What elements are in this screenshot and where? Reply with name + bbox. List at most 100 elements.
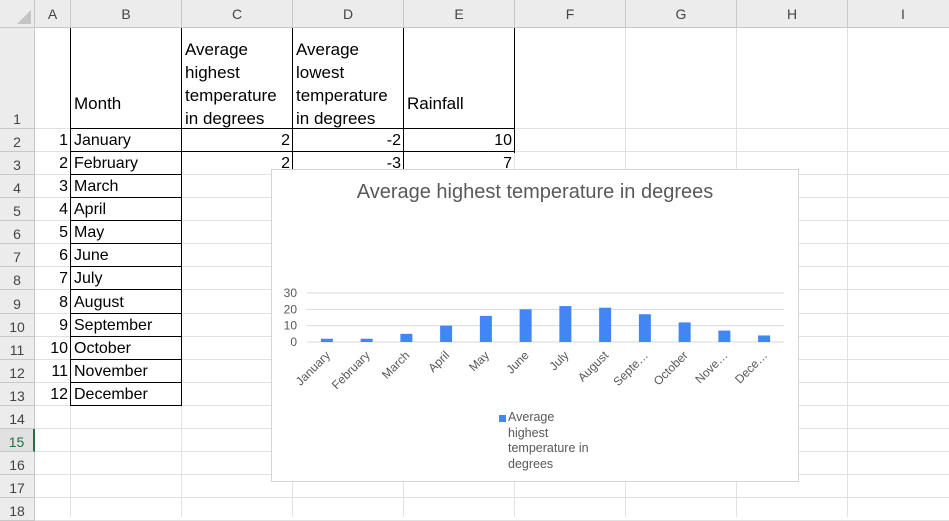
cell-a11[interactable]: 10 — [50, 340, 68, 357]
y-tick-label: 10 — [284, 319, 298, 333]
cell-a7[interactable]: 6 — [59, 247, 68, 264]
row-header-1[interactable]: 1 — [0, 28, 35, 129]
x-tick-label: Dece… — [732, 348, 770, 386]
bar-4 — [440, 325, 453, 342]
cell-b4[interactable]: March — [74, 178, 119, 195]
row-header-16[interactable]: 16 — [0, 452, 35, 475]
column-header-g[interactable]: G — [626, 0, 737, 28]
cell-b2[interactable]: January — [74, 132, 131, 149]
chart-title: Average highest temperature in degrees — [356, 181, 714, 203]
table-border-horizontal — [71, 266, 182, 267]
cell-a2[interactable]: 1 — [59, 132, 68, 149]
row-header-8[interactable]: 8 — [0, 267, 35, 290]
cell-b9[interactable]: August — [74, 294, 124, 311]
row-header-3[interactable]: 3 — [0, 152, 35, 175]
select-all-triangle-icon — [17, 10, 31, 24]
row-header-9[interactable]: 9 — [0, 290, 35, 314]
cell-e3[interactable]: 7 — [503, 155, 512, 172]
cell-a8[interactable]: 7 — [59, 270, 68, 287]
table-border-vertical — [181, 28, 182, 406]
table-border-vertical — [70, 28, 71, 406]
cell-a4[interactable]: 3 — [59, 178, 68, 195]
cell-d2[interactable]: -2 — [386, 132, 401, 149]
cell-b10[interactable]: September — [74, 317, 153, 334]
cell-a6[interactable]: 5 — [59, 224, 68, 241]
x-tick-label: April — [425, 348, 452, 375]
table-border-horizontal — [71, 382, 182, 383]
row-header-15[interactable]: 15 — [0, 429, 35, 452]
cell-d3[interactable]: -3 — [386, 155, 401, 172]
cell-b1-month-header[interactable]: Month — [74, 94, 122, 113]
column-header-e[interactable]: E — [404, 0, 515, 28]
cell-a9[interactable]: 8 — [59, 294, 68, 311]
y-tick-label: 0 — [290, 335, 297, 349]
y-tick-label: 30 — [284, 286, 298, 300]
bar-2 — [360, 338, 373, 342]
x-tick-label: Nove… — [692, 348, 730, 386]
row-header-14[interactable]: 14 — [0, 406, 35, 429]
row-header-7[interactable]: 7 — [0, 244, 35, 267]
row-header-10[interactable]: 10 — [0, 314, 35, 337]
cell-b13[interactable]: December — [74, 386, 148, 403]
grid-row-line — [35, 497, 949, 498]
column-header-a[interactable]: A — [35, 0, 71, 28]
bar-10 — [678, 322, 691, 342]
column-header-d[interactable]: D — [293, 0, 404, 28]
select-all-corner[interactable] — [0, 0, 35, 28]
cell-b7[interactable]: June — [74, 247, 109, 264]
column-header-i[interactable]: I — [848, 0, 949, 28]
bar-11 — [718, 330, 731, 342]
table-border-horizontal — [71, 313, 182, 314]
column-header-f[interactable]: F — [515, 0, 626, 28]
row-header-17[interactable]: 17 — [0, 475, 35, 498]
bar-12 — [758, 335, 771, 342]
row-header-5[interactable]: 5 — [0, 198, 35, 221]
cell-d1-avg-low-header[interactable]: Average lowest temperature in degrees — [296, 40, 388, 128]
cell-e1-rainfall-header[interactable]: Rainfall — [407, 94, 464, 113]
column-header-b[interactable]: B — [71, 0, 182, 28]
row-header-12[interactable]: 12 — [0, 360, 35, 383]
row-header-11[interactable]: 11 — [0, 337, 35, 360]
cell-e2[interactable]: 10 — [494, 132, 512, 149]
row-header-2[interactable]: 2 — [0, 129, 35, 152]
table-border-horizontal — [71, 128, 515, 129]
cell-b5[interactable]: April — [74, 201, 107, 218]
cell-a10[interactable]: 9 — [59, 317, 68, 334]
row-header-18[interactable]: 18 — [0, 498, 35, 521]
cell-b12[interactable]: November — [74, 363, 148, 380]
column-header-c[interactable]: C — [182, 0, 293, 28]
cell-b6[interactable]: May — [74, 224, 105, 241]
grid-column-line — [847, 28, 848, 517]
cell-b11[interactable]: October — [74, 340, 131, 357]
x-tick-label: May — [466, 348, 492, 374]
cell-a12[interactable]: 11 — [51, 363, 68, 380]
cell-c2[interactable]: 2 — [281, 132, 290, 149]
column-header-h[interactable]: H — [737, 0, 848, 28]
cell-a3[interactable]: 2 — [59, 155, 68, 172]
table-border-horizontal — [71, 197, 182, 198]
bar-5 — [479, 315, 492, 342]
legend-color-key — [499, 415, 506, 422]
bar-8 — [599, 307, 612, 342]
cell-b3[interactable]: February — [74, 155, 139, 172]
row-header-4[interactable]: 4 — [0, 175, 35, 198]
bar-7 — [559, 306, 572, 342]
row-header-6[interactable]: 6 — [0, 221, 35, 244]
cell-a13[interactable]: 12 — [50, 386, 68, 403]
cell-c3[interactable]: 2 — [281, 155, 290, 172]
table-border-horizontal — [71, 243, 182, 244]
chart-legend: Average highest temperature in degrees — [499, 410, 598, 472]
x-tick-label: January — [293, 348, 333, 388]
cell-c1-avg-high-header[interactable]: Average highest temperature in degrees — [185, 40, 277, 128]
cell-b8[interactable]: July — [74, 270, 103, 287]
table-border-horizontal — [71, 174, 182, 175]
table-border-horizontal — [71, 359, 182, 360]
embedded-bar-chart[interactable]: Average highest temperature in degrees 0… — [271, 169, 799, 482]
x-tick-label: August — [575, 348, 612, 385]
bar-9 — [638, 314, 651, 342]
x-tick-label: June — [503, 348, 532, 377]
row-header-13[interactable]: 13 — [0, 383, 35, 406]
cell-a5[interactable]: 4 — [59, 201, 68, 218]
x-tick-label: February — [329, 348, 373, 392]
table-border-horizontal — [182, 151, 515, 152]
